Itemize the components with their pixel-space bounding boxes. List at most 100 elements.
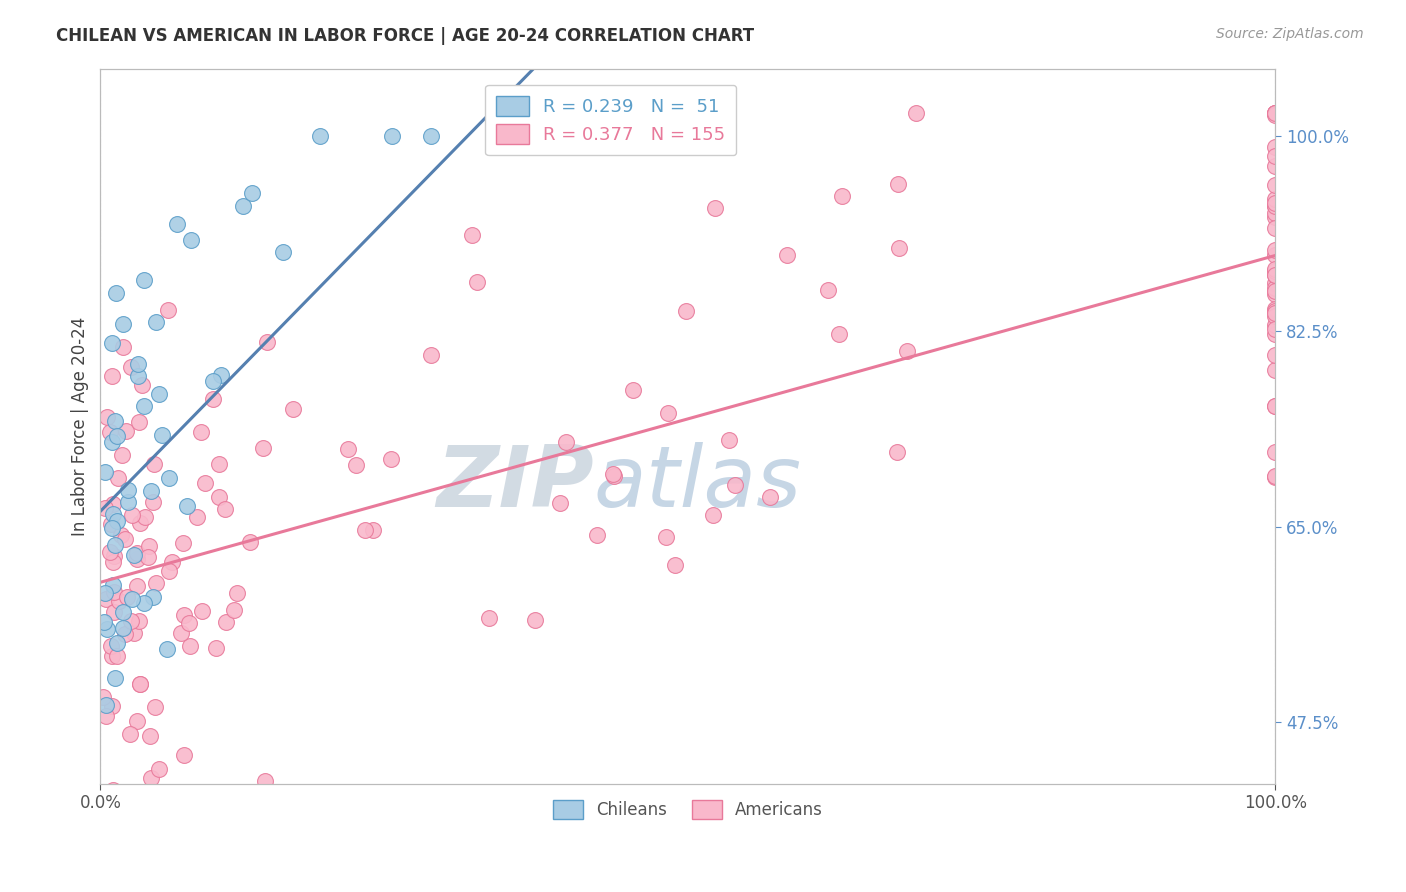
Americans xyxy=(139,729,162,743)
Americans xyxy=(201,392,224,406)
Americans xyxy=(120,615,142,629)
Americans xyxy=(222,603,245,617)
Chileans xyxy=(94,465,117,479)
Chileans xyxy=(145,315,167,329)
Americans xyxy=(703,201,725,215)
Chileans xyxy=(484,128,506,143)
Americans xyxy=(142,495,165,509)
Americans xyxy=(120,359,142,374)
Americans xyxy=(550,496,572,510)
Americans xyxy=(1264,206,1286,220)
Text: atlas: atlas xyxy=(593,442,801,524)
Americans xyxy=(1264,106,1286,120)
Americans xyxy=(103,605,125,619)
Chileans xyxy=(93,615,115,629)
Americans xyxy=(111,449,134,463)
Americans xyxy=(191,604,214,618)
Americans xyxy=(724,477,747,491)
Americans xyxy=(1264,303,1286,318)
Americans xyxy=(91,690,114,704)
Text: ZIP: ZIP xyxy=(436,442,593,524)
Chileans xyxy=(96,698,118,712)
Americans xyxy=(170,626,193,640)
Chileans xyxy=(121,592,143,607)
Americans xyxy=(602,467,624,481)
Americans xyxy=(134,509,156,524)
Americans xyxy=(214,501,236,516)
Chileans xyxy=(105,514,128,528)
Americans xyxy=(125,546,148,560)
Americans xyxy=(896,343,918,358)
Chileans xyxy=(101,335,124,350)
Americans xyxy=(1264,210,1286,224)
Americans xyxy=(1264,362,1286,376)
Americans xyxy=(143,699,166,714)
Americans xyxy=(156,302,179,317)
Chileans xyxy=(104,414,127,428)
Americans xyxy=(702,508,724,522)
Chileans xyxy=(132,596,155,610)
Americans xyxy=(1264,178,1286,192)
Chileans xyxy=(112,605,135,619)
Americans xyxy=(253,773,276,788)
Americans xyxy=(655,530,678,544)
Chileans xyxy=(176,500,198,514)
Chileans xyxy=(180,233,202,247)
Americans xyxy=(98,425,121,439)
Americans xyxy=(252,441,274,455)
Legend: Chileans, Americans: Chileans, Americans xyxy=(546,793,830,825)
Americans xyxy=(817,283,839,297)
Americans xyxy=(1264,470,1286,484)
Americans xyxy=(111,340,134,354)
Americans xyxy=(190,425,212,439)
Americans xyxy=(1264,248,1286,262)
Americans xyxy=(173,747,195,762)
Americans xyxy=(1264,199,1286,213)
Americans xyxy=(1264,286,1286,301)
Americans xyxy=(675,303,697,318)
Chileans xyxy=(156,641,179,656)
Americans xyxy=(179,640,201,654)
Americans xyxy=(114,532,136,546)
Americans xyxy=(1264,199,1286,213)
Americans xyxy=(101,648,124,663)
Americans xyxy=(125,714,148,729)
Americans xyxy=(758,491,780,505)
Americans xyxy=(344,458,367,472)
Americans xyxy=(101,783,124,797)
Americans xyxy=(1264,318,1286,333)
Chileans xyxy=(209,368,232,382)
Americans xyxy=(1264,243,1286,257)
Americans xyxy=(1264,268,1286,282)
Americans xyxy=(100,639,122,653)
Americans xyxy=(156,811,179,825)
Americans xyxy=(98,545,121,559)
Chileans xyxy=(127,357,149,371)
Americans xyxy=(128,614,150,628)
Americans xyxy=(1264,159,1286,173)
Americans xyxy=(1264,302,1286,317)
Americans xyxy=(467,275,489,289)
Chileans xyxy=(139,483,162,498)
Americans xyxy=(148,762,170,776)
Americans xyxy=(114,424,136,438)
Chileans xyxy=(111,318,134,332)
Americans xyxy=(100,517,122,532)
Americans xyxy=(125,552,148,566)
Americans xyxy=(1264,106,1286,120)
Americans xyxy=(1264,261,1286,276)
Americans xyxy=(555,434,578,449)
Chileans xyxy=(104,538,127,552)
Americans xyxy=(1264,285,1286,299)
Americans xyxy=(419,348,441,362)
Americans xyxy=(337,442,360,457)
Americans xyxy=(886,177,908,191)
Chileans xyxy=(150,428,173,442)
Americans xyxy=(1264,221,1286,235)
Chileans xyxy=(132,399,155,413)
Americans xyxy=(1264,149,1286,163)
Americans xyxy=(478,611,501,625)
Americans xyxy=(101,497,124,511)
Americans xyxy=(886,445,908,459)
Americans xyxy=(96,709,118,723)
